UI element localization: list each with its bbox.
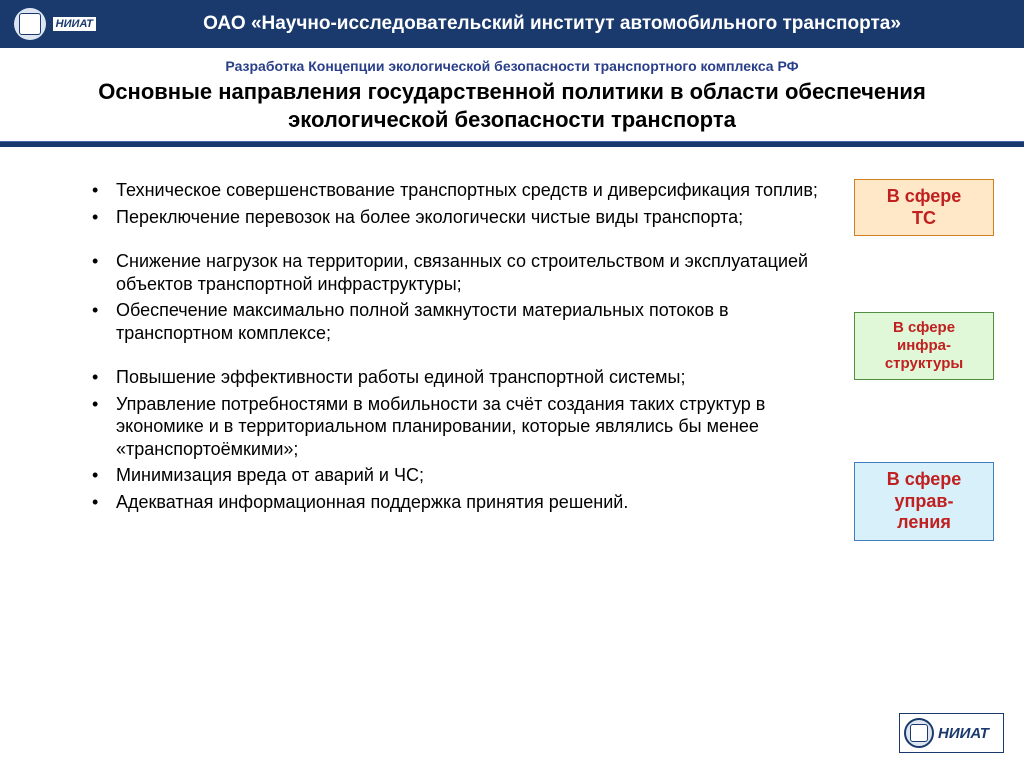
bullet-item: Техническое совершенствование транспортн… bbox=[90, 179, 828, 202]
bullet-group-2: Снижение нагрузок на территории, связанн… bbox=[90, 250, 828, 344]
logo-text: НИИАТ bbox=[52, 16, 97, 32]
tag-line: управ- bbox=[859, 491, 989, 513]
bullet-item: Адекватная информационная поддержка прин… bbox=[90, 491, 828, 514]
bullets-column: Техническое совершенствование транспортн… bbox=[30, 179, 838, 541]
tags-column: В сфере ТС В сфере инфра- структуры В сф… bbox=[854, 179, 994, 541]
subheader-large: Основные направления государственной пол… bbox=[40, 78, 984, 133]
tag-box-ts: В сфере ТС bbox=[854, 179, 994, 236]
bullet-item: Повышение эффективности работы единой тр… bbox=[90, 366, 828, 389]
logo-emblem-icon bbox=[904, 718, 934, 748]
bullet-group-3: Повышение эффективности работы единой тр… bbox=[90, 366, 828, 513]
bullet-item: Обеспечение максимально полной замкнутос… bbox=[90, 299, 828, 344]
logo-top: НИИАТ bbox=[12, 4, 97, 44]
org-title: ОАО «Научно-исследовательский институт а… bbox=[0, 13, 1024, 35]
bullet-item: Управление потребностями в мобильности з… bbox=[90, 393, 828, 461]
subheader-small: Разработка Концепции экологической безоп… bbox=[40, 58, 984, 74]
tag-line: В сфере bbox=[859, 469, 989, 491]
logo-bottom: НИИАТ bbox=[899, 713, 1004, 753]
logo-emblem-icon bbox=[12, 6, 48, 42]
tag-line: В сфере bbox=[859, 186, 989, 208]
tag-line: В сфере bbox=[859, 319, 989, 337]
tag-box-management: В сфере управ- ления bbox=[854, 462, 994, 541]
bullet-item: Переключение перевозок на более экологич… bbox=[90, 206, 828, 229]
bullet-item: Минимизация вреда от аварий и ЧС; bbox=[90, 464, 828, 487]
tag-line: структуры bbox=[859, 355, 989, 373]
subheader: Разработка Концепции экологической безоп… bbox=[0, 48, 1024, 133]
tag-line: ТС bbox=[859, 208, 989, 230]
bullet-item: Снижение нагрузок на территории, связанн… bbox=[90, 250, 828, 295]
bullet-group-1: Техническое совершенствование транспортн… bbox=[90, 179, 828, 228]
header-band: НИИАТ ОАО «Научно-исследовательский инст… bbox=[0, 0, 1024, 48]
tag-line: ления bbox=[859, 512, 989, 534]
content-area: Техническое совершенствование транспортн… bbox=[0, 147, 1024, 541]
tag-box-infra: В сфере инфра- структуры bbox=[854, 312, 994, 380]
tag-line: инфра- bbox=[859, 337, 989, 355]
logo-bottom-text: НИИАТ bbox=[938, 725, 989, 742]
